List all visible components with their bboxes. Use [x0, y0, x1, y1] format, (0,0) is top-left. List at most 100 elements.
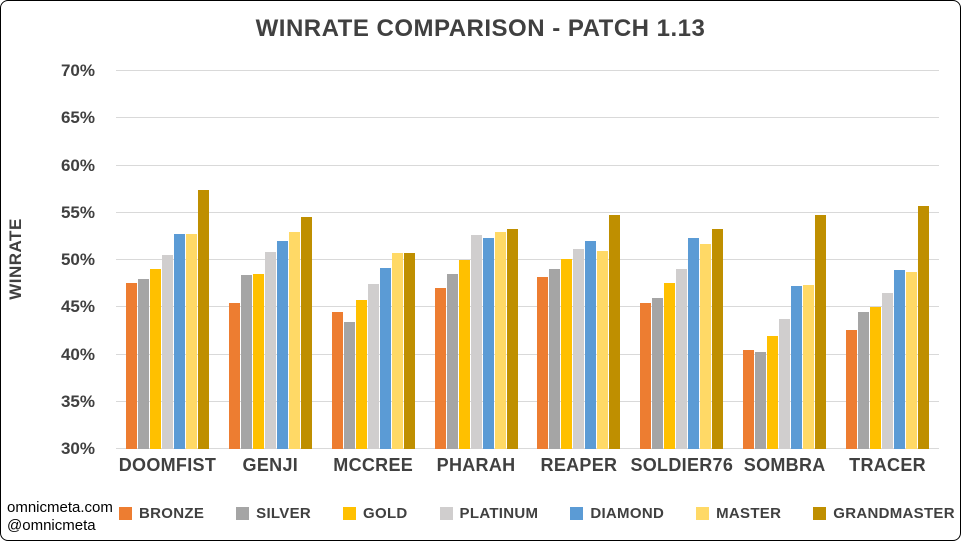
y-tick-label: 55% [60, 202, 95, 222]
bar-sombra-platinum [779, 318, 791, 449]
bar-doomfist-master [185, 233, 197, 449]
legend: BRONZE SILVER GOLD PLATINUM DIAMOND MASTER GRA… [119, 500, 955, 526]
bar-genji-silver [240, 275, 252, 449]
bar-reaper-platinum [573, 248, 585, 449]
bar-soldier76-master [700, 243, 712, 449]
legend-item-bronze: BRONZE [119, 505, 204, 522]
legend-label-diamond: DIAMOND [590, 504, 665, 522]
legend-item-master: MASTER [696, 505, 781, 522]
bar-mccree-diamond [379, 267, 391, 449]
gridline [116, 448, 939, 449]
legend-label-silver: SILVER [256, 504, 312, 522]
bar-tracer-silver [858, 311, 870, 449]
bar-pharah-gold [458, 260, 470, 449]
legend-label-bronze: BRONZE [139, 504, 205, 522]
bar-group-soldier76 [630, 71, 733, 449]
legend-item-silver: SILVER [236, 505, 311, 522]
gridline [116, 306, 939, 308]
bar-sombra-bronze [743, 349, 755, 449]
bar-group-mccree [322, 71, 425, 449]
legend-label-master: MASTER [716, 504, 782, 522]
bar-pharah-platinum [470, 235, 482, 449]
bar-sombra-silver [755, 351, 767, 449]
bar-soldier76-silver [652, 297, 664, 449]
y-tick-label: 35% [60, 391, 95, 411]
bar-groups [116, 71, 939, 449]
legend-label-platinum: PLATINUM [459, 504, 539, 522]
bar-genji-master [288, 231, 300, 449]
bar-pharah-master [494, 231, 506, 449]
legend-label-grandmaster: GRANDMASTER [833, 504, 955, 522]
bar-genji-gold [252, 274, 264, 449]
x-label-reaper: REAPER [540, 455, 618, 475]
bar-mccree-bronze [331, 311, 343, 449]
bar-pharah-diamond [482, 238, 494, 449]
chart-title: WINRATE COMPARISON - PATCH 1.13 [255, 15, 706, 42]
gridline [116, 400, 939, 402]
legend-item-grandmaster: GRANDMASTER [813, 505, 955, 522]
bar-mccree-gold [355, 299, 367, 449]
bar-reaper-bronze [537, 277, 549, 449]
y-tick-label: 60% [60, 155, 95, 175]
bar-genji-platinum [264, 252, 276, 449]
x-label-doomfist: DOOMFIST [118, 455, 217, 475]
bar-group-reaper [528, 71, 631, 449]
x-label-genji: GENJI [242, 455, 299, 475]
watermark-handle: @omnicmeta [7, 517, 96, 535]
bar-genji-diamond [276, 241, 288, 449]
bar-group-doomfist [116, 71, 219, 449]
bar-doomfist-silver [137, 278, 149, 449]
bar-doomfist-grandmaster [197, 190, 209, 449]
bar-tracer-diamond [894, 270, 906, 449]
bar-tracer-platinum [882, 293, 894, 449]
bar-doomfist-platinum [161, 255, 173, 449]
bar-group-genji [219, 71, 322, 449]
x-label-tracer: TRACER [849, 455, 926, 475]
bar-doomfist-bronze [125, 282, 137, 449]
bar-tracer-grandmaster [918, 206, 930, 449]
legend-swatch-gold [343, 506, 357, 520]
gridline [116, 259, 939, 260]
gridline [116, 117, 939, 119]
bar-group-tracer [836, 71, 939, 449]
x-label-soldier76: SOLDIER76 [630, 455, 734, 475]
bar-tracer-gold [870, 307, 882, 449]
gridline [116, 211, 939, 213]
bar-pharah-grandmaster [506, 228, 518, 449]
bar-soldier76-platinum [676, 268, 688, 449]
gridline [116, 164, 939, 166]
gridline [116, 353, 939, 355]
bar-soldier76-grandmaster [712, 228, 724, 449]
bar-soldier76-diamond [688, 238, 700, 449]
bar-reaper-master [597, 250, 609, 449]
bar-doomfist-gold [149, 268, 161, 449]
watermark: omnicmeta.com @omnicmeta [7, 499, 113, 537]
bar-pharah-bronze [434, 288, 446, 449]
bar-group-sombra [733, 71, 836, 449]
bar-soldier76-bronze [640, 302, 652, 449]
bar-mccree-master [391, 253, 403, 449]
x-label-sombra: SOMBRA [743, 455, 826, 475]
bar-reaper-gold [561, 259, 573, 449]
watermark-site: omnicmeta.com [7, 498, 113, 516]
plot-area [116, 70, 939, 449]
bar-sombra-diamond [791, 286, 803, 449]
x-axis-labels: DOOMFIST GENJI MCCREE PHARAH REAPER SOLDIER76… [116, 455, 939, 483]
bar-genji-grandmaster [300, 217, 312, 449]
y-tick-label: 70% [60, 61, 95, 80]
bar-genji-bronze [228, 302, 240, 449]
bar-sombra-gold [767, 335, 779, 449]
x-label-pharah: PHARAH [436, 455, 516, 475]
bar-tracer-master [906, 272, 918, 449]
y-tick-label: 30% [60, 439, 95, 458]
bar-mccree-grandmaster [403, 253, 415, 449]
legend-swatch-platinum [439, 506, 453, 520]
bar-reaper-diamond [585, 241, 597, 449]
bar-sombra-master [803, 284, 815, 449]
y-tick-label: 65% [60, 108, 95, 128]
x-label-mccree: MCCREE [333, 455, 414, 475]
bar-sombra-grandmaster [815, 214, 827, 449]
bar-group-pharah [425, 71, 528, 449]
legend-item-gold: GOLD [343, 505, 408, 522]
